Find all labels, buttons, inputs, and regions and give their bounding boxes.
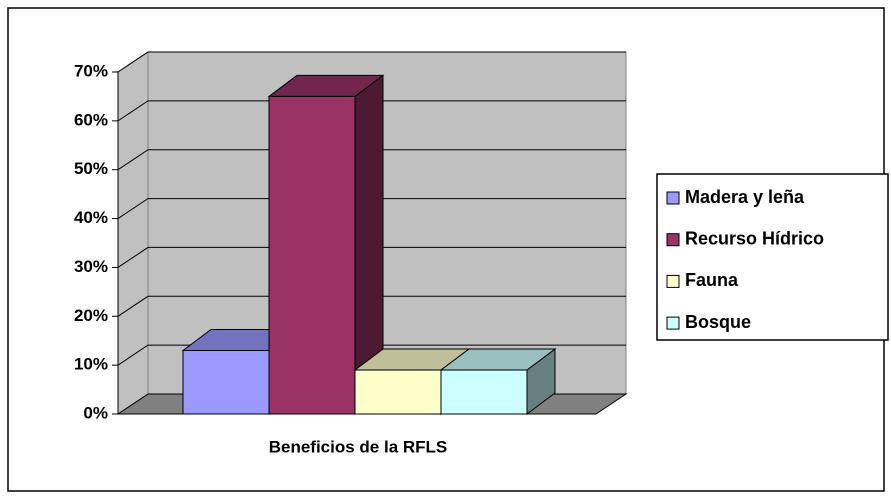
y-tick-label: 40% bbox=[74, 208, 108, 227]
y-tick-label: 70% bbox=[74, 61, 108, 80]
grid-line bbox=[117, 149, 626, 171]
grid-line bbox=[117, 246, 626, 268]
bar bbox=[354, 369, 442, 415]
legend-swatch bbox=[666, 191, 680, 205]
y-tick-label: 30% bbox=[74, 257, 108, 276]
bar bbox=[440, 369, 528, 415]
y-tick-label: 0% bbox=[83, 403, 108, 422]
y-tick-label: 50% bbox=[74, 159, 108, 178]
legend-label: Fauna bbox=[685, 270, 739, 290]
x-category-label: Beneficios de la RFLS bbox=[269, 437, 448, 456]
grid-line bbox=[117, 198, 626, 219]
legend-label: Madera y leña bbox=[685, 187, 805, 207]
grid-line bbox=[117, 295, 626, 317]
legend-swatch bbox=[666, 274, 680, 288]
side-wall bbox=[117, 51, 149, 415]
legend-swatch bbox=[666, 233, 680, 247]
bar bbox=[268, 95, 356, 415]
grid-line bbox=[117, 100, 626, 122]
legend bbox=[656, 173, 889, 341]
legend-label: Recurso Hídrico bbox=[685, 228, 824, 248]
y-tick-label: 10% bbox=[74, 355, 108, 374]
grid-line bbox=[117, 51, 626, 73]
bar bbox=[182, 349, 270, 415]
y-tick-label: 20% bbox=[74, 306, 108, 325]
legend-label: Bosque bbox=[685, 312, 751, 332]
y-tick-label: 60% bbox=[74, 110, 108, 129]
grid-line bbox=[117, 344, 626, 366]
legend-swatch bbox=[666, 316, 680, 330]
